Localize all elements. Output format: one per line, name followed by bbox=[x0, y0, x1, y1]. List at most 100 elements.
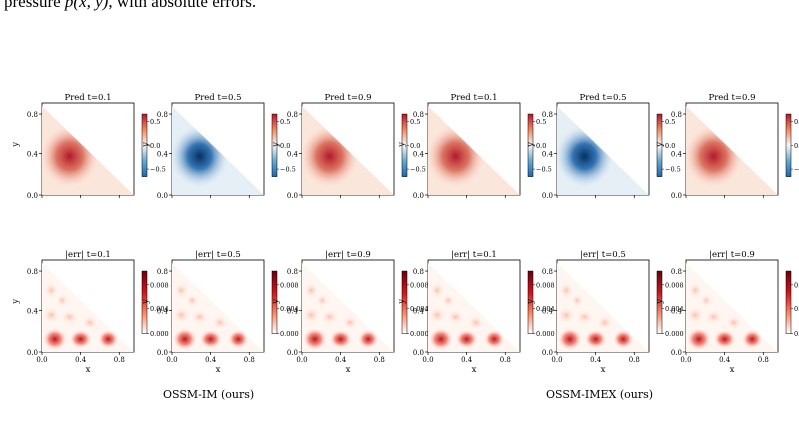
x-tick-label: 0.0 bbox=[551, 356, 562, 364]
colorbar-tick-label: 0.000 bbox=[665, 330, 684, 338]
colorbar-tick-label: 0.000 bbox=[794, 330, 799, 338]
err-spot bbox=[302, 328, 327, 351]
pred-panel-title: Pred t=0.5 bbox=[194, 93, 241, 103]
colorbar-tick-label: 0.004 bbox=[150, 305, 169, 313]
err-field bbox=[302, 263, 394, 352]
method-label-imex: OSSM-IMEX (ours) bbox=[546, 388, 654, 401]
err-domain bbox=[172, 263, 264, 352]
y-axis-label: y bbox=[11, 142, 21, 148]
y-tick-label: 0.4 bbox=[413, 151, 425, 159]
colorbar-tick-label: 0.008 bbox=[280, 281, 299, 289]
colorbar-tick-label: −0.5 bbox=[150, 166, 166, 174]
colorbar-tick-label: 0.000 bbox=[536, 330, 555, 338]
colorbar-tick-label: −0.5 bbox=[665, 166, 681, 174]
colorbar-tick-label: −0.5 bbox=[280, 166, 296, 174]
y-tick-label: 0.8 bbox=[287, 111, 298, 119]
err-spot bbox=[199, 329, 222, 349]
colorbar-tick-label: 0.0 bbox=[665, 142, 675, 150]
y-tick-label: 0.0 bbox=[413, 192, 424, 200]
colorbar-tick-label: −0.5 bbox=[794, 166, 799, 174]
err-spot bbox=[42, 306, 61, 324]
err-spot bbox=[55, 294, 69, 307]
y-axis-label: y bbox=[141, 142, 151, 148]
err-domain bbox=[557, 263, 649, 352]
err-spot bbox=[467, 315, 485, 330]
colorbar-tick-label: 0.004 bbox=[794, 305, 799, 313]
colorbar-tick-label: 0.004 bbox=[280, 305, 299, 313]
x-axis-label: x bbox=[730, 365, 735, 375]
err-spot bbox=[557, 328, 582, 351]
err-spot bbox=[687, 282, 703, 299]
err-field bbox=[428, 263, 520, 352]
y-axis-label: y bbox=[397, 299, 407, 305]
colorbar bbox=[401, 270, 408, 334]
y-tick-label: 0.0 bbox=[542, 349, 553, 357]
x-tick-label: 0.4 bbox=[205, 356, 217, 364]
y-tick-label: 0.4 bbox=[27, 308, 39, 316]
err-spot bbox=[42, 328, 67, 351]
pred-panel-title: Pred t=0.1 bbox=[450, 93, 497, 103]
err-field bbox=[172, 263, 264, 352]
caption-text: pressure bbox=[4, 0, 65, 11]
err-domain bbox=[428, 263, 520, 352]
colorbar-tick-label: 0.5 bbox=[536, 118, 546, 126]
x-tick-label: 0.0 bbox=[422, 356, 433, 364]
x-tick-label: 0.4 bbox=[590, 356, 602, 364]
colorbar-tick-label: 0.0 bbox=[150, 142, 160, 150]
method-label-im: OSSM-IM (ours) bbox=[163, 388, 255, 401]
y-tick-label: 0.8 bbox=[27, 268, 38, 276]
y-tick-label: 0.8 bbox=[671, 111, 682, 119]
err-spot bbox=[613, 329, 634, 349]
y-tick-label: 0.0 bbox=[27, 192, 38, 200]
x-tick-label: 0.0 bbox=[36, 356, 47, 364]
y-tick-label: 0.4 bbox=[287, 151, 299, 159]
y-axis-label: y bbox=[526, 142, 536, 148]
err-panel-title: |err| t=0.9 bbox=[325, 250, 371, 260]
y-axis-label: y bbox=[655, 299, 665, 305]
err-spot bbox=[190, 309, 209, 325]
colorbar-tick-label: 0.008 bbox=[665, 281, 684, 289]
y-tick-label: 0.8 bbox=[671, 268, 682, 276]
colorbar-tick-label: −0.5 bbox=[536, 166, 552, 174]
pred-panel-0: Pred t=0.10.80.40.0y0.50.0−0.5 bbox=[11, 93, 166, 200]
err-spot bbox=[570, 294, 584, 307]
x-axis-label: x bbox=[86, 365, 91, 375]
y-tick-label: 0.4 bbox=[287, 308, 299, 316]
y-axis-label: y bbox=[141, 299, 151, 305]
y-tick-label: 0.8 bbox=[542, 111, 553, 119]
colorbar bbox=[141, 270, 148, 334]
colorbar-tick-label: 0.5 bbox=[280, 118, 290, 126]
caption-rest: , with absolute errors. bbox=[108, 0, 257, 11]
colorbar-tick-label: 0.0 bbox=[410, 142, 420, 150]
err-spot bbox=[60, 309, 79, 325]
err-spot bbox=[557, 306, 576, 324]
y-tick-label: 0.8 bbox=[27, 111, 38, 119]
x-tick-label: 0.0 bbox=[166, 356, 177, 364]
colorbar-tick-label: 0.008 bbox=[794, 281, 799, 289]
err-domain bbox=[686, 263, 778, 352]
err-spot bbox=[428, 328, 453, 351]
y-tick-label: 0.4 bbox=[157, 308, 169, 316]
colorbar-tick-label: 0.0 bbox=[536, 142, 546, 150]
err-spot bbox=[43, 282, 59, 299]
err-spot bbox=[686, 328, 711, 351]
y-tick-label: 0.0 bbox=[413, 349, 424, 357]
err-field bbox=[686, 263, 778, 352]
y-tick-label: 0.8 bbox=[157, 268, 168, 276]
err-spot bbox=[315, 294, 329, 307]
y-tick-label: 0.8 bbox=[542, 268, 553, 276]
x-tick-label: 0.8 bbox=[500, 356, 511, 364]
pred-panel-title: Pred t=0.1 bbox=[64, 93, 111, 103]
colorbar-tick-label: −0.5 bbox=[410, 166, 426, 174]
pred-panel-1: Pred t=0.50.80.40.0y0.50.0−0.5 bbox=[141, 93, 296, 200]
err-spot bbox=[173, 282, 189, 299]
err-panel-title: |err| t=0.5 bbox=[195, 250, 241, 260]
figure-caption: pressure p(x, y), with absolute errors. bbox=[4, 0, 256, 13]
y-tick-label: 0.8 bbox=[287, 268, 298, 276]
err-spot bbox=[725, 315, 743, 330]
err-panel-1: |err| t=0.50.80.40.0y0.0 0.4 0.8x0.0080.00… bbox=[141, 250, 299, 375]
err-spot bbox=[742, 329, 763, 349]
colorbar-tick-label: 0.008 bbox=[536, 281, 555, 289]
err-spot bbox=[455, 329, 478, 349]
